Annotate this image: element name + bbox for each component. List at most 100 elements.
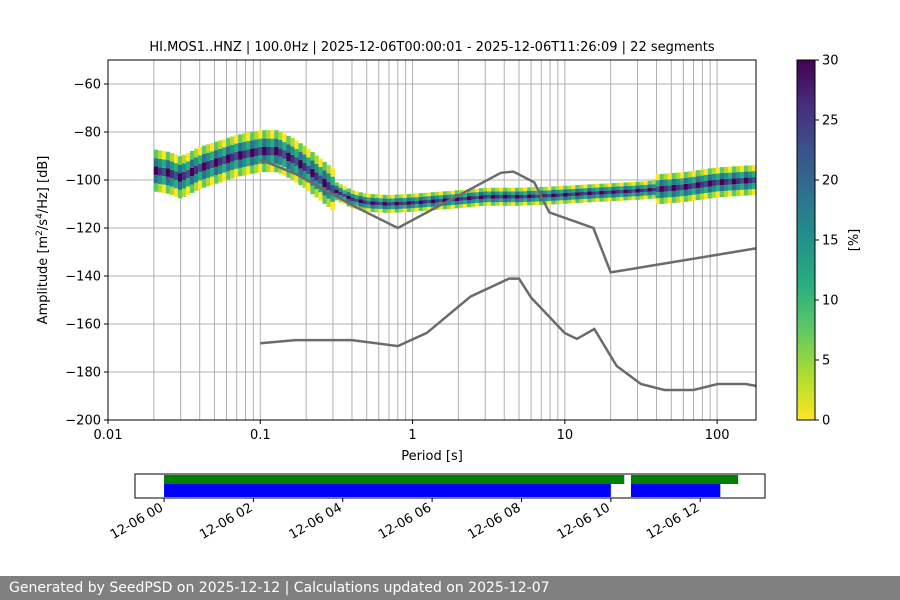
psd-cell: [306, 148, 311, 158]
psd-cell: [390, 194, 396, 199]
psd-cell: [675, 190, 681, 197]
psd-cell: [683, 171, 689, 178]
psd-cell: [711, 167, 717, 174]
psd-cell: [434, 195, 440, 200]
psd-cell: [719, 191, 725, 198]
psd-cell: [595, 191, 600, 195]
psd-cell: [719, 167, 725, 174]
psd-cell: [735, 190, 741, 197]
psd-cell: [735, 166, 741, 173]
psd-cell: [438, 195, 444, 199]
psd-cell: [326, 198, 331, 208]
psd-cell: [374, 205, 380, 209]
psd-cell: [611, 193, 616, 198]
psd-cell: [487, 187, 492, 192]
data-availability-timeline: [164, 475, 739, 497]
psd-cell: [358, 195, 363, 200]
psd-cell: [655, 174, 661, 181]
psd-cell: [531, 198, 536, 202]
psd-cell: [527, 187, 532, 192]
psd-cell: [286, 169, 291, 178]
psd-cell: [483, 191, 488, 196]
grid-lines: [107, 60, 756, 421]
psd-cell: [234, 135, 239, 144]
psd-cell: [430, 192, 436, 196]
psd-cell: [723, 166, 729, 173]
psd-cell: [659, 191, 665, 198]
psd-cell: [169, 178, 175, 187]
psd-cell: [479, 188, 484, 192]
psd-cell: [378, 205, 384, 209]
psd-cell: [414, 200, 420, 205]
timeline-tick-label: 12-06 04: [287, 500, 345, 542]
psd-cell: [519, 198, 524, 203]
psd-cell: [747, 189, 753, 196]
psd-cell: [479, 198, 484, 203]
psd-cell: [667, 185, 673, 192]
psd-cell: [655, 180, 661, 187]
psd-cell: [294, 157, 299, 166]
psd-cell: [531, 201, 536, 206]
psd-cell: [615, 182, 620, 187]
psd-cell: [274, 138, 279, 147]
psd-cell: [462, 204, 468, 208]
psd-cell: [563, 192, 568, 197]
psd-cell: [575, 195, 580, 200]
psd-cell: [663, 185, 669, 192]
psd-cell: [539, 190, 544, 195]
psd-cell: [185, 186, 191, 195]
psd-cell: [366, 201, 372, 205]
psd-cell: [222, 147, 227, 156]
psd-cell: [579, 188, 584, 192]
psd-cell: [298, 151, 303, 161]
colorbar-tick-label: 10: [822, 294, 839, 309]
psd-cell: [627, 189, 632, 194]
psd-cell: [310, 185, 315, 195]
psd-cell: [751, 189, 756, 196]
psd-cell: [454, 190, 460, 194]
psd-cell: [543, 193, 548, 198]
psd-cell: [386, 202, 392, 206]
psd-cell: [354, 194, 359, 199]
psd-cell: [587, 198, 592, 203]
y-tick-label: −100: [65, 174, 101, 189]
psd-cell: [519, 194, 524, 199]
psd-cell: [206, 169, 211, 178]
psd-cell: [499, 198, 504, 203]
psd-cell: [527, 201, 532, 206]
psd-cell: [254, 131, 259, 140]
psd-cell: [278, 156, 283, 166]
psd-cell: [250, 140, 255, 149]
psd-cell: [579, 195, 584, 200]
psd-cell: [218, 157, 223, 166]
psd-cell: [438, 198, 444, 203]
psd-cell: [695, 188, 701, 195]
psd-cell: [643, 191, 649, 196]
psd-cell: [567, 185, 572, 190]
psd-cell: [197, 155, 203, 164]
psd-cell: [627, 182, 632, 186]
colorbar-tick-label: 0: [822, 414, 830, 429]
psd-cell: [230, 161, 235, 171]
psd-cell: [603, 183, 608, 188]
psd-cell: [691, 182, 697, 189]
psd-cell: [635, 181, 640, 186]
psd-cell: [639, 195, 644, 200]
timeline-tick-label: 12-06 12: [644, 500, 702, 542]
psd-cell: [165, 168, 171, 177]
psd-cell: [611, 190, 616, 194]
psd-cell: [350, 197, 355, 202]
psd-cell: [410, 197, 416, 201]
psd-cell: [177, 164, 183, 174]
psd-cell: [270, 130, 275, 139]
psd-cell: [374, 208, 380, 213]
psd-cell: [238, 151, 243, 160]
psd-cell: [326, 173, 331, 182]
psd-cell: [366, 193, 372, 198]
psd-cell: [426, 206, 432, 211]
psd-cell: [358, 199, 363, 204]
psd-cell: [374, 201, 380, 206]
psd-cell: [619, 189, 624, 194]
psd-cell: [202, 170, 207, 180]
psd-cell: [719, 185, 725, 192]
